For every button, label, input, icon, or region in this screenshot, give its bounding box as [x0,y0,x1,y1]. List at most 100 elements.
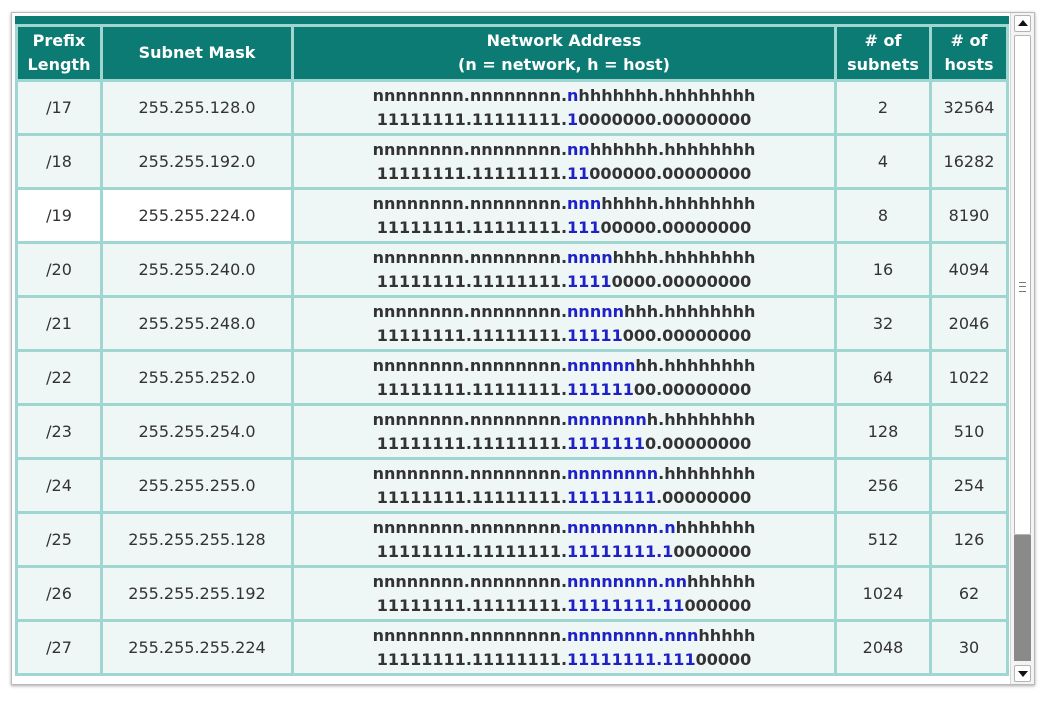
host-count-cell: 126 [932,514,1009,568]
table-row: /21 255.255.248.0 nnnnnnnn.nnnnnnnn.nnnnnh… [15,298,1009,352]
subnet-table: Prefix Length Subnet Mask Network Addres… [15,27,1009,676]
address-binary-line: 11111111.11111111.11111111.11000000 [294,594,834,618]
subnet-table-panel: Prefix Length Subnet Mask Network Addres… [11,12,1035,685]
scrollbar-track[interactable] [1014,535,1031,661]
scroll-up-button[interactable] [1014,15,1031,32]
fixed-octets: nnnnnnnn.nnnnnnnn. [372,139,568,159]
prefix-length-cell: /26 [15,568,103,622]
vertical-scrollbar[interactable] [1010,13,1034,684]
host-bits: 000000 [684,595,752,615]
fixed-octets: 11111111.11111111. [376,325,568,345]
fixed-octets: 11111111.11111111. [376,271,568,291]
prefix-length-cell: /18 [15,136,103,190]
host-count-cell: 32564 [932,82,1009,136]
triangle-up-icon [1018,20,1028,26]
address-binary-line: 11111111.11111111.10000000.00000000 [294,108,834,132]
fixed-octets: 11111111.11111111. [376,379,568,399]
table-row: /17 255.255.128.0 nnnnnnnn.nnnnnnnn.nhhhhh… [15,82,1009,136]
address-binary-line: 11111111.11111111.11111100.00000000 [294,378,834,402]
host-count-cell: 8190 [932,190,1009,244]
host-bits: h.hhhhhhhh [646,409,756,429]
table-row: /25 255.255.255.128 nnnnnnnn.nnnnnnnn.nnnn… [15,514,1009,568]
scroll-down-button[interactable] [1014,665,1031,682]
subnet-mask-cell: 255.255.255.0 [103,460,294,514]
network-bits: nnnnnn [567,355,636,375]
host-bits: 000.00000000 [622,325,752,345]
prefix-length-cell: /23 [15,406,103,460]
network-bits: nnnn [567,247,613,267]
fixed-octets: 11111111.11111111. [376,109,568,129]
network-bits: 1 [567,109,579,129]
network-bits: nnnnnnnn [567,463,659,483]
fixed-octets: nnnnnnnn.nnnnnnnn. [372,85,568,105]
host-bits: hhhhhh [687,571,756,591]
host-count-cell: 30 [932,622,1009,676]
table-row: /26 255.255.255.192 nnnnnnnn.nnnnnnnn.nnnn… [15,568,1009,622]
network-bits: 11111111.1 [567,541,674,561]
fixed-octets: 11111111.11111111. [376,541,568,561]
host-bits: hhhhhhh [675,517,756,537]
triangle-down-icon [1018,671,1028,677]
fixed-octets: nnnnnnnn.nnnnnnnn. [372,247,568,267]
network-address-cell: nnnnnnnn.nnnnnnnn.nnhhhhhh.hhhhhhhh 11111… [294,136,837,190]
address-binary-line: 11111111.11111111.11111111.11100000 [294,648,834,672]
subnet-mask-cell: 255.255.128.0 [103,82,294,136]
network-bits: 111111 [567,379,634,399]
table-row: /19 255.255.224.0 nnnnnnnn.nnnnnnnn.nnnhhh… [15,190,1009,244]
subnet-mask-cell: 255.255.255.128 [103,514,294,568]
address-notation-line: nnnnnnnn.nnnnnnnn.nnnnnnnn.nhhhhhhh [294,516,834,540]
fixed-octets: 11111111.11111111. [376,217,568,237]
address-notation-line: nnnnnnnn.nnnnnnnn.nnnnnnnh.hhhhhhhh [294,408,834,432]
subnet-mask-cell: 255.255.255.224 [103,622,294,676]
host-count-cell: 2046 [932,298,1009,352]
address-binary-line: 11111111.11111111.11111111.00000000 [294,486,834,510]
network-bits: 11111 [567,325,623,345]
fixed-octets: nnnnnnnn.nnnnnnnn. [372,409,568,429]
subnet-mask-cell: 255.255.255.192 [103,568,294,622]
fixed-octets: 11111111.11111111. [376,487,568,507]
host-bits: hh.hhhhhhhh [635,355,756,375]
host-bits: hhh.hhhhhhhh [623,301,756,321]
address-notation-line: nnnnnnnn.nnnnnnnn.nnnnnnnn.nnnhhhhh [294,624,834,648]
prefix-length-cell: /25 [15,514,103,568]
network-bits: nnnnnnnn.nnn [567,625,699,645]
network-address-cell: nnnnnnnn.nnnnnnnn.nnnnnnnn.nhhhhhhh 11111… [294,514,837,568]
host-bits: .00000000 [656,487,752,507]
prefix-length-cell: /27 [15,622,103,676]
network-bits: 11111111 [567,487,657,507]
subnet-mask-cell: 255.255.252.0 [103,352,294,406]
network-bits: nnnnnnn [567,409,647,429]
fixed-octets: nnnnnnnn.nnnnnnnn. [372,463,568,483]
address-notation-line: nnnnnnnn.nnnnnnnn.nnnhhhhh.hhhhhhhh [294,192,834,216]
network-bits: 1111 [567,271,612,291]
address-binary-line: 11111111.11111111.11111111.10000000 [294,540,834,564]
subnet-count-cell: 1024 [837,568,932,622]
host-count-cell: 254 [932,460,1009,514]
host-bits: 0000000 [673,541,752,561]
header-number-of-hosts: # of hosts [932,27,1009,82]
fixed-octets: nnnnnnnn.nnnnnnnn. [372,355,568,375]
host-bits: 00000.00000000 [600,217,752,237]
address-binary-line: 11111111.11111111.11100000.00000000 [294,216,834,240]
subnet-mask-cell: 255.255.240.0 [103,244,294,298]
network-address-cell: nnnnnnnn.nnnnnnnn.nnnnnnnn.nnhhhhhh 11111… [294,568,837,622]
network-bits: nnnnnnnn.nn [567,571,688,591]
host-bits: .hhhhhhhh [658,463,756,483]
scrollbar-thumb[interactable] [1014,35,1031,535]
prefix-length-cell: /21 [15,298,103,352]
network-address-cell: nnnnnnnn.nnnnnnnn.nnnnnhhh.hhhhhhhh 11111… [294,298,837,352]
network-address-cell: nnnnnnnn.nnnnnnnn.nhhhhhhh.hhhhhhhh 11111… [294,82,837,136]
network-address-cell: nnnnnnnn.nnnnnnnn.nnnnhhhh.hhhhhhhh 11111… [294,244,837,298]
prefix-length-cell: /24 [15,460,103,514]
table-row: /24 255.255.255.0 nnnnnnnn.nnnnnnnn.nnnnnn… [15,460,1009,514]
prefix-length-cell: /20 [15,244,103,298]
network-address-cell: nnnnnnnn.nnnnnnnn.nnnnnnnn.nnnhhhhh 11111… [294,622,837,676]
network-bits: 1111111 [567,433,645,453]
subnet-count-cell: 256 [837,460,932,514]
address-binary-line: 11111111.11111111.11111000.00000000 [294,324,834,348]
host-bits: 000000.00000000 [589,163,752,183]
subnet-count-cell: 64 [837,352,932,406]
subnet-count-cell: 16 [837,244,932,298]
host-bits: hhhhhh.hhhhhhhh [589,139,756,159]
fixed-octets: nnnnnnnn.nnnnnnnn. [372,517,568,537]
